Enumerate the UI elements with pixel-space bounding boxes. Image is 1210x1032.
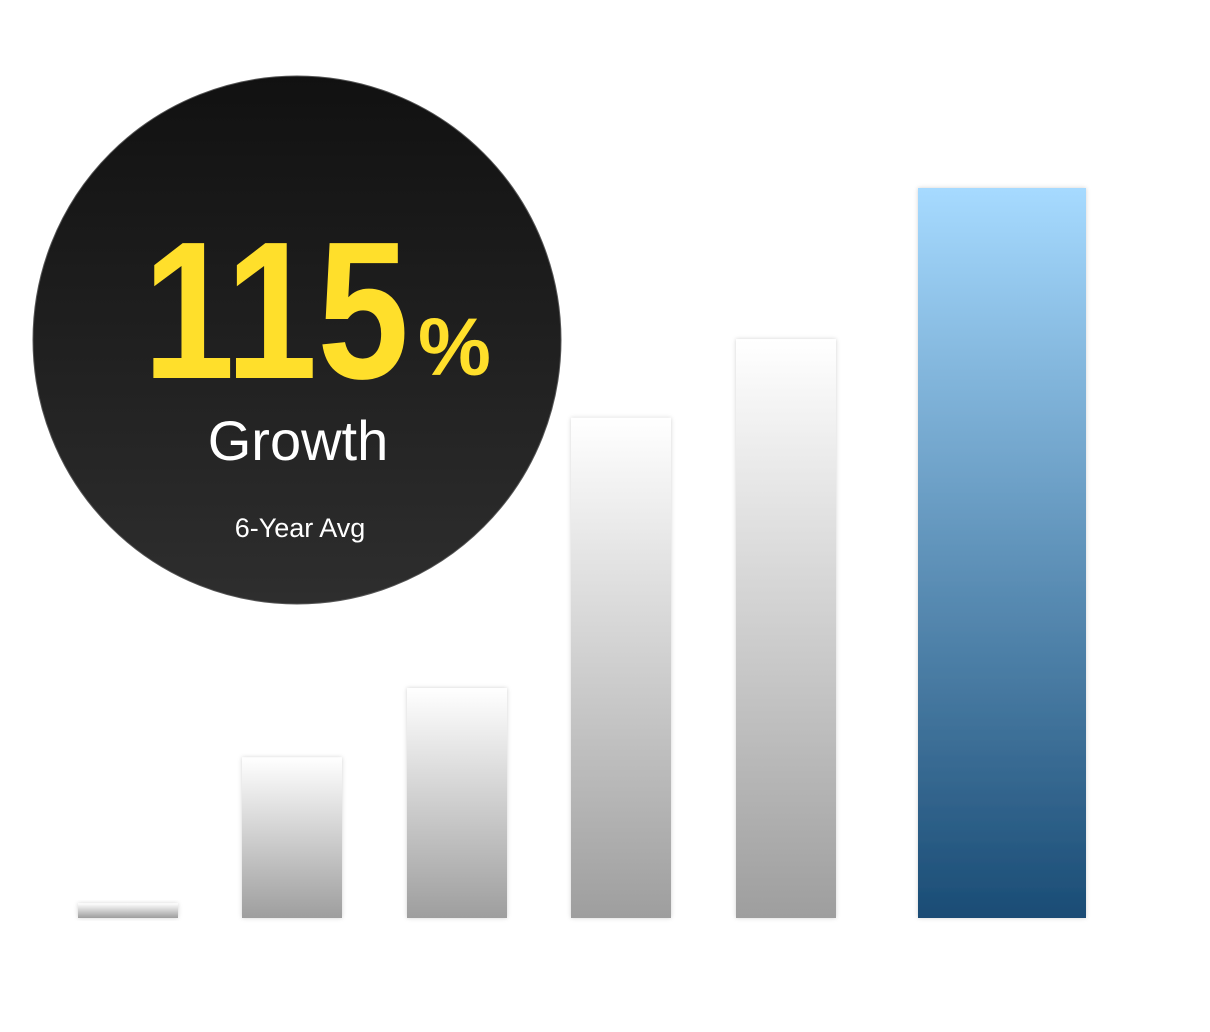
subtitle: 6-Year Avg <box>235 513 366 543</box>
stat-label: Growth <box>208 409 389 472</box>
bar <box>736 339 836 918</box>
bar <box>78 903 178 918</box>
stat-disc <box>32 75 562 605</box>
stat-unit: % <box>418 302 491 393</box>
stat-value: 115 <box>143 201 409 420</box>
bars <box>78 188 1086 918</box>
bar <box>571 417 671 918</box>
bar <box>242 757 342 918</box>
bar <box>407 688 507 918</box>
bar <box>918 188 1086 918</box>
